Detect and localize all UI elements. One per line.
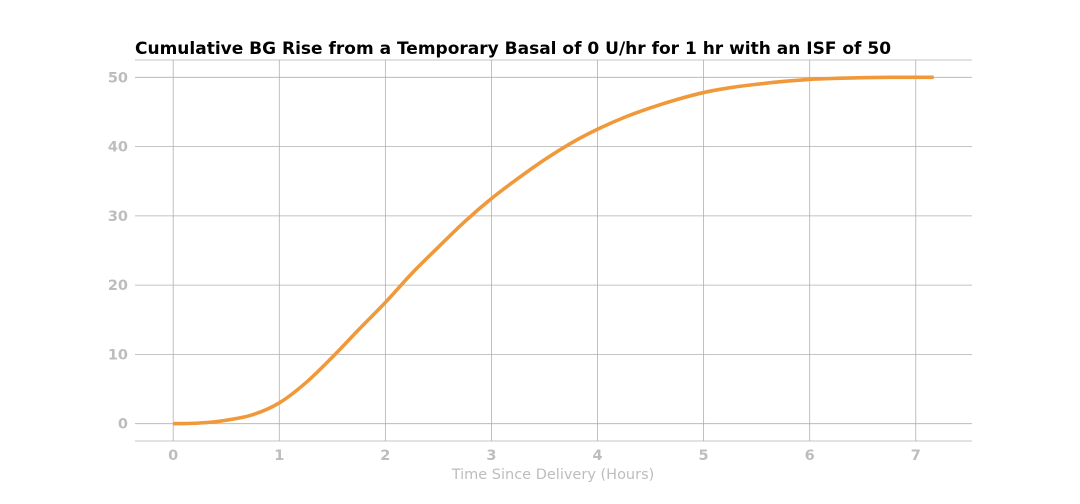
y-tick-label: 0 (118, 417, 128, 433)
x-tick-label: 1 (274, 448, 284, 464)
y-axis-ticks: 0 10 20 30 40 50 (108, 70, 128, 432)
y-tick-label: 30 (108, 209, 128, 225)
grid (135, 59, 972, 442)
series-line-0 (173, 75, 934, 426)
x-tick-label: 6 (805, 448, 815, 464)
x-tick-label: 4 (592, 448, 602, 464)
y-tick-label: 40 (108, 140, 128, 156)
x-tick-label: 3 (486, 448, 496, 464)
x-axis-label: Time Since Delivery (Hours) (451, 467, 655, 483)
x-tick-label: 0 (168, 448, 178, 464)
y-tick-label: 20 (108, 278, 128, 294)
chart-title: Cumulative BG Rise from a Temporary Basa… (135, 39, 891, 59)
plot-area (173, 75, 934, 426)
y-tick-label: 50 (108, 70, 128, 86)
x-axis-ticks: 0 1 2 3 4 5 6 7 (168, 448, 921, 464)
y-tick-label: 10 (108, 347, 128, 363)
x-tick-label: 5 (699, 448, 709, 464)
x-tick-label: 7 (911, 448, 921, 464)
x-tick-label: 2 (380, 448, 390, 464)
